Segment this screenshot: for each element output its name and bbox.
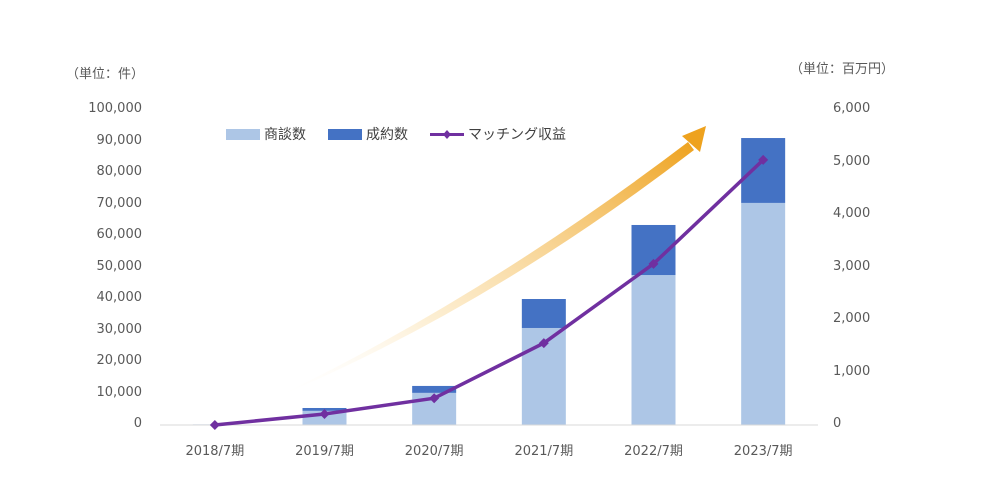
x-tick-label: 2022/7期	[624, 444, 683, 459]
diamond-marker-icon	[429, 393, 440, 404]
x-tick-label: 2018/7期	[185, 444, 245, 459]
legend-item-negotiations: 商談数	[226, 124, 306, 144]
bar-contracts	[741, 138, 786, 203]
right-y-tick-label: 2,000	[833, 311, 871, 326]
left-y-tick-label: 40,000	[96, 290, 143, 305]
left-y-tick-label: 10,000	[96, 384, 143, 400]
left-y-tick-label: 90,000	[96, 132, 143, 148]
bar-contracts	[412, 385, 457, 393]
left-axis-unit-label: （単位：件）	[66, 67, 145, 82]
left-y-tick-label: 20,000	[96, 353, 143, 368]
x-tick-label: 2020/7期	[404, 444, 464, 459]
right-axis-unit-label: （単位：百万円）	[790, 62, 895, 77]
diamond-marker-icon	[538, 338, 549, 349]
revenue-line	[214, 158, 765, 427]
chart-legend: 商談数 成約数 マッチング収益	[226, 124, 588, 144]
legend-item-matching-revenue: マッチング収益	[430, 124, 566, 144]
legend-label: 成約数	[366, 127, 408, 143]
right-y-tick-label: 4,000	[833, 206, 871, 221]
legend-label: 商談数	[264, 127, 306, 143]
right-y-tick-label: 6,000	[833, 101, 871, 116]
left-y-tick-label: 100,000	[88, 101, 142, 116]
bar-negotiations	[741, 202, 786, 425]
left-y-tick-label: 60,000	[96, 227, 143, 242]
left-y-tick-label: 80,000	[96, 164, 143, 179]
x-tick-label: 2021/7期	[514, 444, 574, 459]
x-tick-label: 2023/7期	[733, 444, 793, 459]
x-tick-label: 2019/7期	[295, 444, 354, 459]
legend-swatch-dark	[328, 128, 362, 140]
growth-arrow-icon	[270, 126, 706, 400]
legend-swatch-light	[226, 128, 260, 140]
right-y-tick-label: 3,000	[833, 258, 871, 274]
left-y-tick-label: 0	[133, 416, 142, 431]
legend-label: マッチング収益	[468, 127, 566, 143]
bar-negotiations	[631, 275, 676, 425]
legend-line-marker-icon	[430, 129, 464, 139]
right-y-tick-label: 1,000	[833, 363, 871, 379]
bar-contracts	[521, 299, 566, 328]
diamond-marker-icon	[758, 154, 769, 165]
left-y-tick-label: 30,000	[96, 321, 143, 337]
diamond-marker-icon	[209, 420, 220, 430]
right-y-tick-label: 5,000	[833, 153, 871, 169]
legend-item-contracts: 成約数	[328, 124, 408, 144]
diamond-marker-icon	[648, 258, 659, 269]
left-y-tick-label: 70,000	[96, 195, 143, 211]
right-y-tick-label: 0	[833, 416, 842, 431]
left-y-tick-label: 50,000	[96, 258, 143, 274]
diamond-marker-icon	[319, 408, 330, 419]
